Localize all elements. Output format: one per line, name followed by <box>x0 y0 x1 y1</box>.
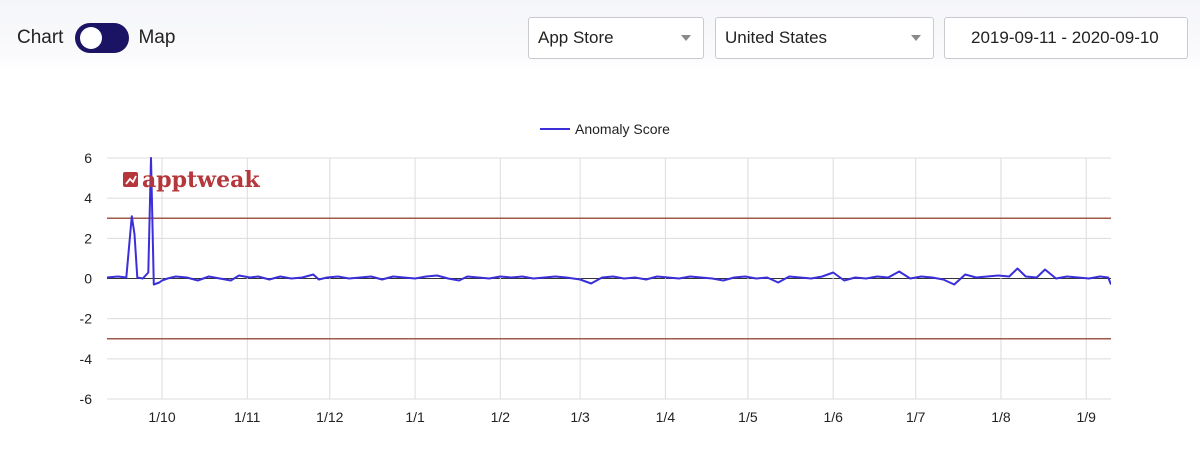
x-tick-label: 1/9 <box>1077 409 1097 425</box>
store-select[interactable]: App Store <box>528 17 704 59</box>
x-tick-label: 1/10 <box>148 409 175 425</box>
legend-label: Anomaly Score <box>575 121 670 137</box>
y-tick-label: -6 <box>80 391 93 407</box>
y-tick-label: -2 <box>80 311 93 327</box>
x-tick-label: 1/12 <box>316 409 343 425</box>
y-tick-label: 4 <box>84 190 92 206</box>
country-select[interactable]: United States <box>715 17 934 59</box>
x-tick-label: 1/7 <box>906 409 926 425</box>
x-tick-label: 1/3 <box>570 409 590 425</box>
view-toggle-group: Chart Map <box>17 22 175 54</box>
anomaly-chart: 6 4 2 0 -2 -4 -6 1/10 1/11 1/12 1/1 1/2 1/3 1/4 1/5 1/6… <box>80 121 1111 425</box>
y-tick-label: -4 <box>80 351 93 367</box>
apptweak-logo: apptweak <box>123 167 260 193</box>
y-tick-label: 2 <box>84 230 92 246</box>
series-line-anomaly-score <box>107 157 1111 286</box>
chart-map-toggle[interactable] <box>75 23 130 53</box>
chart-view-label[interactable]: Chart <box>17 27 64 48</box>
x-tick-label: 1/1 <box>405 409 425 425</box>
y-tick-label: 0 <box>84 271 92 287</box>
store-select-value: App Store <box>538 28 614 47</box>
chevron-down-icon <box>681 35 691 41</box>
chevron-down-icon <box>911 35 921 41</box>
apptweak-logo-text: apptweak <box>142 167 260 193</box>
x-tick-label: 1/8 <box>991 409 1011 425</box>
y-tick-label: 6 <box>84 150 92 166</box>
x-tick-label: 1/2 <box>491 409 511 425</box>
date-range-value: 2019-09-11 - 2020-09-10 <box>971 28 1159 47</box>
map-view-label[interactable]: Map <box>138 27 176 48</box>
x-tick-label: 1/6 <box>823 409 843 425</box>
toggle-knob <box>80 27 103 49</box>
x-tick-label: 1/4 <box>656 409 676 425</box>
date-range-picker[interactable]: 2019-09-11 - 2020-09-10 <box>944 17 1188 59</box>
x-tick-label: 1/11 <box>234 409 260 425</box>
country-select-value: United States <box>725 28 828 47</box>
legend: Anomaly Score <box>540 121 670 137</box>
x-tick-label: 1/5 <box>738 409 758 425</box>
